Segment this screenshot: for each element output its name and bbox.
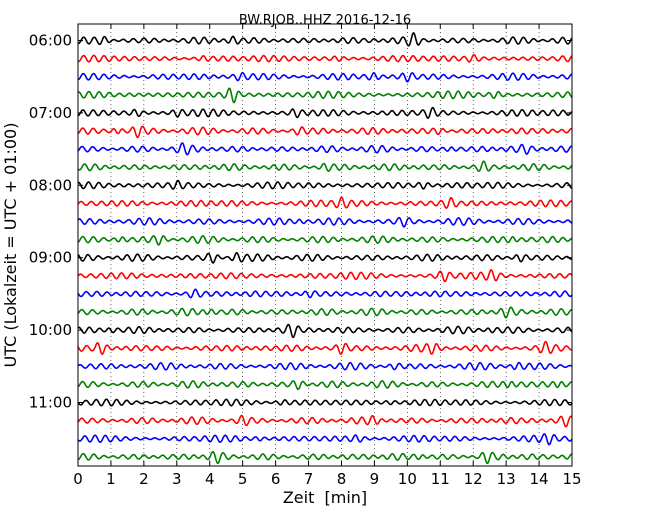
x-tick-label: 15 bbox=[562, 470, 581, 488]
y-tick-label: 07:00 bbox=[29, 104, 72, 122]
x-tick-label: 11 bbox=[431, 470, 450, 488]
trace-0830 bbox=[77, 216, 573, 228]
trace-0730 bbox=[77, 142, 573, 156]
trace-1130 bbox=[77, 433, 573, 446]
x-tick-label: 13 bbox=[497, 470, 516, 488]
trace-0845 bbox=[77, 235, 573, 246]
trace-1045 bbox=[77, 380, 573, 391]
trace-0915 bbox=[77, 269, 573, 283]
y-axis-label: UTC (Lokalzeit = UTC + 01:00) bbox=[1, 123, 20, 368]
trace-1000 bbox=[77, 323, 573, 339]
x-tick-label: 4 bbox=[205, 470, 215, 488]
x-tick-label: 6 bbox=[271, 470, 281, 488]
y-axis-ticks: 06:00 07:00 08:00 09:00 10:00 11:00 bbox=[29, 32, 572, 412]
trace-1030 bbox=[77, 361, 573, 371]
trace-1115 bbox=[77, 414, 573, 428]
x-tick-label: 0 bbox=[73, 470, 83, 488]
x-tick-label: 9 bbox=[370, 470, 380, 488]
trace-0600 bbox=[77, 32, 573, 47]
x-tick-label: 8 bbox=[337, 470, 347, 488]
x-axis-label: Zeit [min] bbox=[283, 488, 367, 507]
seismic-traces bbox=[77, 32, 573, 465]
x-tick-label: 1 bbox=[106, 470, 116, 488]
x-tick-label: 14 bbox=[530, 470, 549, 488]
x-tick-label: 3 bbox=[172, 470, 182, 488]
trace-0945 bbox=[77, 306, 573, 319]
x-axis-ticks: 0 1 2 3 4 5 6 7 8 9 10 11 12 13 14 15 bbox=[73, 24, 582, 488]
x-tick-label: 12 bbox=[464, 470, 483, 488]
trace-0815 bbox=[77, 196, 573, 209]
x-tick-label: 2 bbox=[139, 470, 149, 488]
trace-1145 bbox=[77, 450, 573, 465]
trace-1100 bbox=[77, 398, 573, 407]
y-tick-label: 10:00 bbox=[29, 321, 72, 339]
grid-lines bbox=[110, 24, 540, 466]
trace-0630 bbox=[77, 71, 573, 83]
trace-0745 bbox=[77, 160, 573, 172]
trace-0930 bbox=[77, 288, 573, 299]
y-tick-label: 08:00 bbox=[29, 176, 72, 194]
trace-1015 bbox=[77, 340, 573, 355]
trace-0900 bbox=[77, 251, 573, 264]
trace-0800 bbox=[77, 179, 573, 190]
trace-0700 bbox=[77, 106, 573, 119]
y-tick-label: 11:00 bbox=[29, 394, 72, 412]
x-tick-label: 7 bbox=[304, 470, 314, 488]
y-tick-label: 06:00 bbox=[29, 32, 72, 50]
x-tick-label: 10 bbox=[398, 470, 417, 488]
chart-title: BW.RJOB..HHZ 2016-12-16 bbox=[239, 13, 411, 28]
trace-0645 bbox=[77, 87, 573, 104]
trace-0615 bbox=[77, 53, 573, 63]
x-tick-label: 5 bbox=[238, 470, 248, 488]
plot-frame bbox=[77, 23, 573, 467]
y-tick-label: 09:00 bbox=[29, 249, 72, 267]
trace-0715 bbox=[77, 125, 573, 139]
